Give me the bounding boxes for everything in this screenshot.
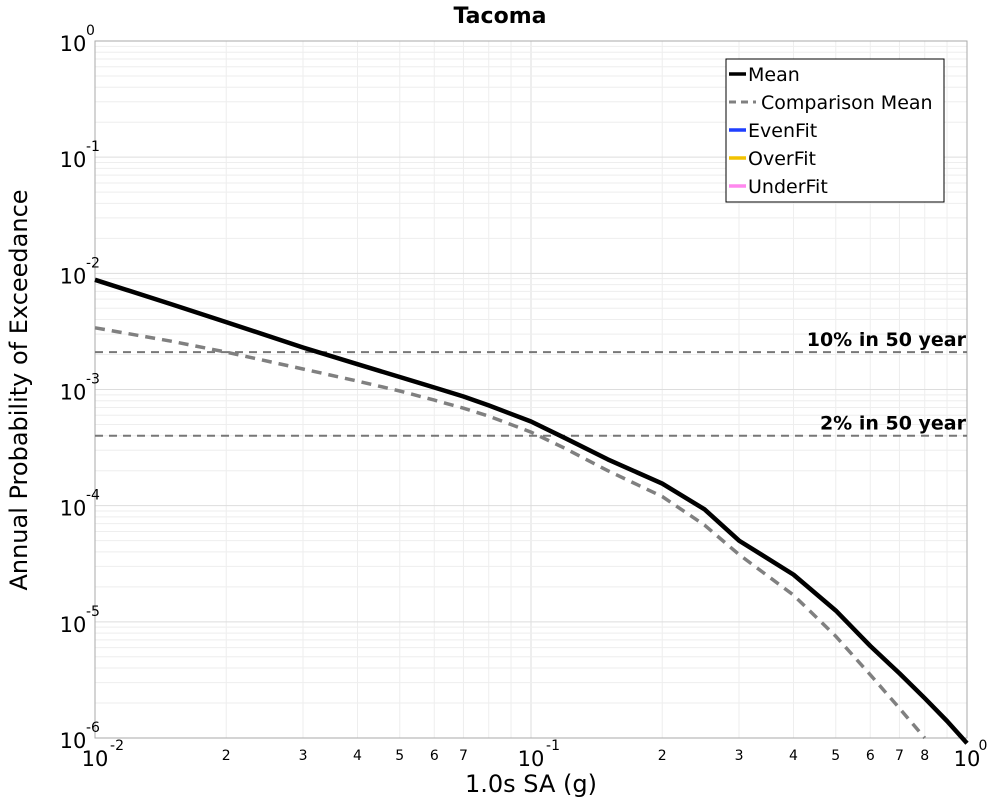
series-line-comparison-mean [94, 326, 927, 740]
reference-line-label: 10% in 50 year [807, 329, 967, 351]
y-tick-exponent: -6 [86, 720, 100, 736]
x-tick-label: 10 [82, 747, 109, 771]
x-axis-label: 1.0s SA (g) [465, 770, 597, 798]
y-tick-exponent: -2 [86, 255, 100, 271]
x-minor-tick-label: 5 [395, 748, 404, 764]
y-tick-exponent: 0 [86, 23, 95, 39]
x-minor-tick-label: 2 [658, 748, 667, 764]
reference-line-label: 2% in 50 year [820, 413, 967, 435]
y-tick-label: 10 [60, 32, 87, 56]
legend-label-mean: Mean [748, 64, 800, 86]
x-minor-tick-label: 2 [222, 748, 231, 764]
y-tick-exponent: -3 [86, 372, 100, 388]
x-minor-tick-label: 8 [920, 748, 929, 764]
x-minor-tick-label: 7 [895, 748, 904, 764]
y-tick-exponent: -4 [86, 488, 100, 504]
series-lines [94, 277, 969, 745]
x-minor-tick-label: 3 [299, 748, 308, 764]
x-minor-tick-label: 7 [459, 748, 468, 764]
x-tick-label: 10 [954, 747, 981, 771]
plot-area-frame [94, 40, 968, 739]
y-tick-label: 10 [60, 381, 87, 405]
x-minor-tick-label: 3 [735, 748, 744, 764]
x-minor-tick-label: 6 [866, 748, 875, 764]
y-tick-exponent: -5 [86, 604, 100, 620]
legend-label-overfit: OverFit [748, 148, 816, 170]
legend-label-comparison-mean: Comparison Mean [761, 92, 933, 114]
x-tick-exponent: 0 [979, 738, 988, 754]
legend: Mean Comparison Mean EvenFit OverFit UnderFi… [725, 58, 945, 203]
y-tick-label: 10 [60, 613, 87, 637]
chart-title: Tacoma [454, 4, 547, 29]
y-tick-label: 10 [60, 729, 87, 753]
y-tick-exponent: -1 [86, 139, 100, 155]
y-tick-label: 10 [60, 497, 87, 521]
x-minor-tick-label: 4 [789, 748, 798, 764]
series-line-mean [94, 277, 969, 745]
legend-label-underfit: UnderFit [748, 176, 828, 198]
x-tick-exponent: -1 [546, 738, 560, 754]
legend-label-evenfit: EvenFit [748, 120, 817, 142]
x-minor-tick-label: 5 [831, 748, 840, 764]
legend-box [725, 58, 945, 203]
y-tick-label: 10 [60, 264, 87, 288]
reference-lines: 10% in 50 year 2% in 50 year [95, 329, 967, 437]
x-tick-label: 10 [518, 747, 545, 771]
x-minor-tick-label: 4 [353, 748, 362, 764]
y-axis-label: Annual Probability of Exceedance [5, 189, 33, 590]
x-minor-tick-label: 6 [430, 748, 439, 764]
y-tick-label: 10 [60, 148, 87, 172]
x-tick-exponent: -2 [110, 738, 124, 754]
